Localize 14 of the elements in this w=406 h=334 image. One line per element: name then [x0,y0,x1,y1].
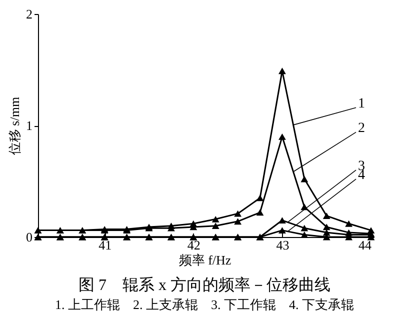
x-tick-label: 42 [187,238,200,252]
x-tick-label: 44 [358,238,372,252]
y-axis-title: 位移 s/mm [7,96,22,156]
text: 1. 上工作辊 2. 上支承辊 3. 下工作辊 4. 下支承辊 [55,297,354,312]
text: 2 [358,121,366,136]
text: 4 [358,168,366,184]
x-tick-label: 41 [98,238,112,252]
x-tick-label: 43 [276,238,290,252]
y-tick-label: 2 [26,6,32,22]
y-tick-label: 1 [26,118,32,133]
text: 1 [358,96,366,112]
x-axis-title: 频率 f/Hz [178,252,232,268]
text: 图 7 辊系 x 方向的频率－位移曲线 [78,276,330,294]
y-tick-label: 0 [26,230,32,244]
